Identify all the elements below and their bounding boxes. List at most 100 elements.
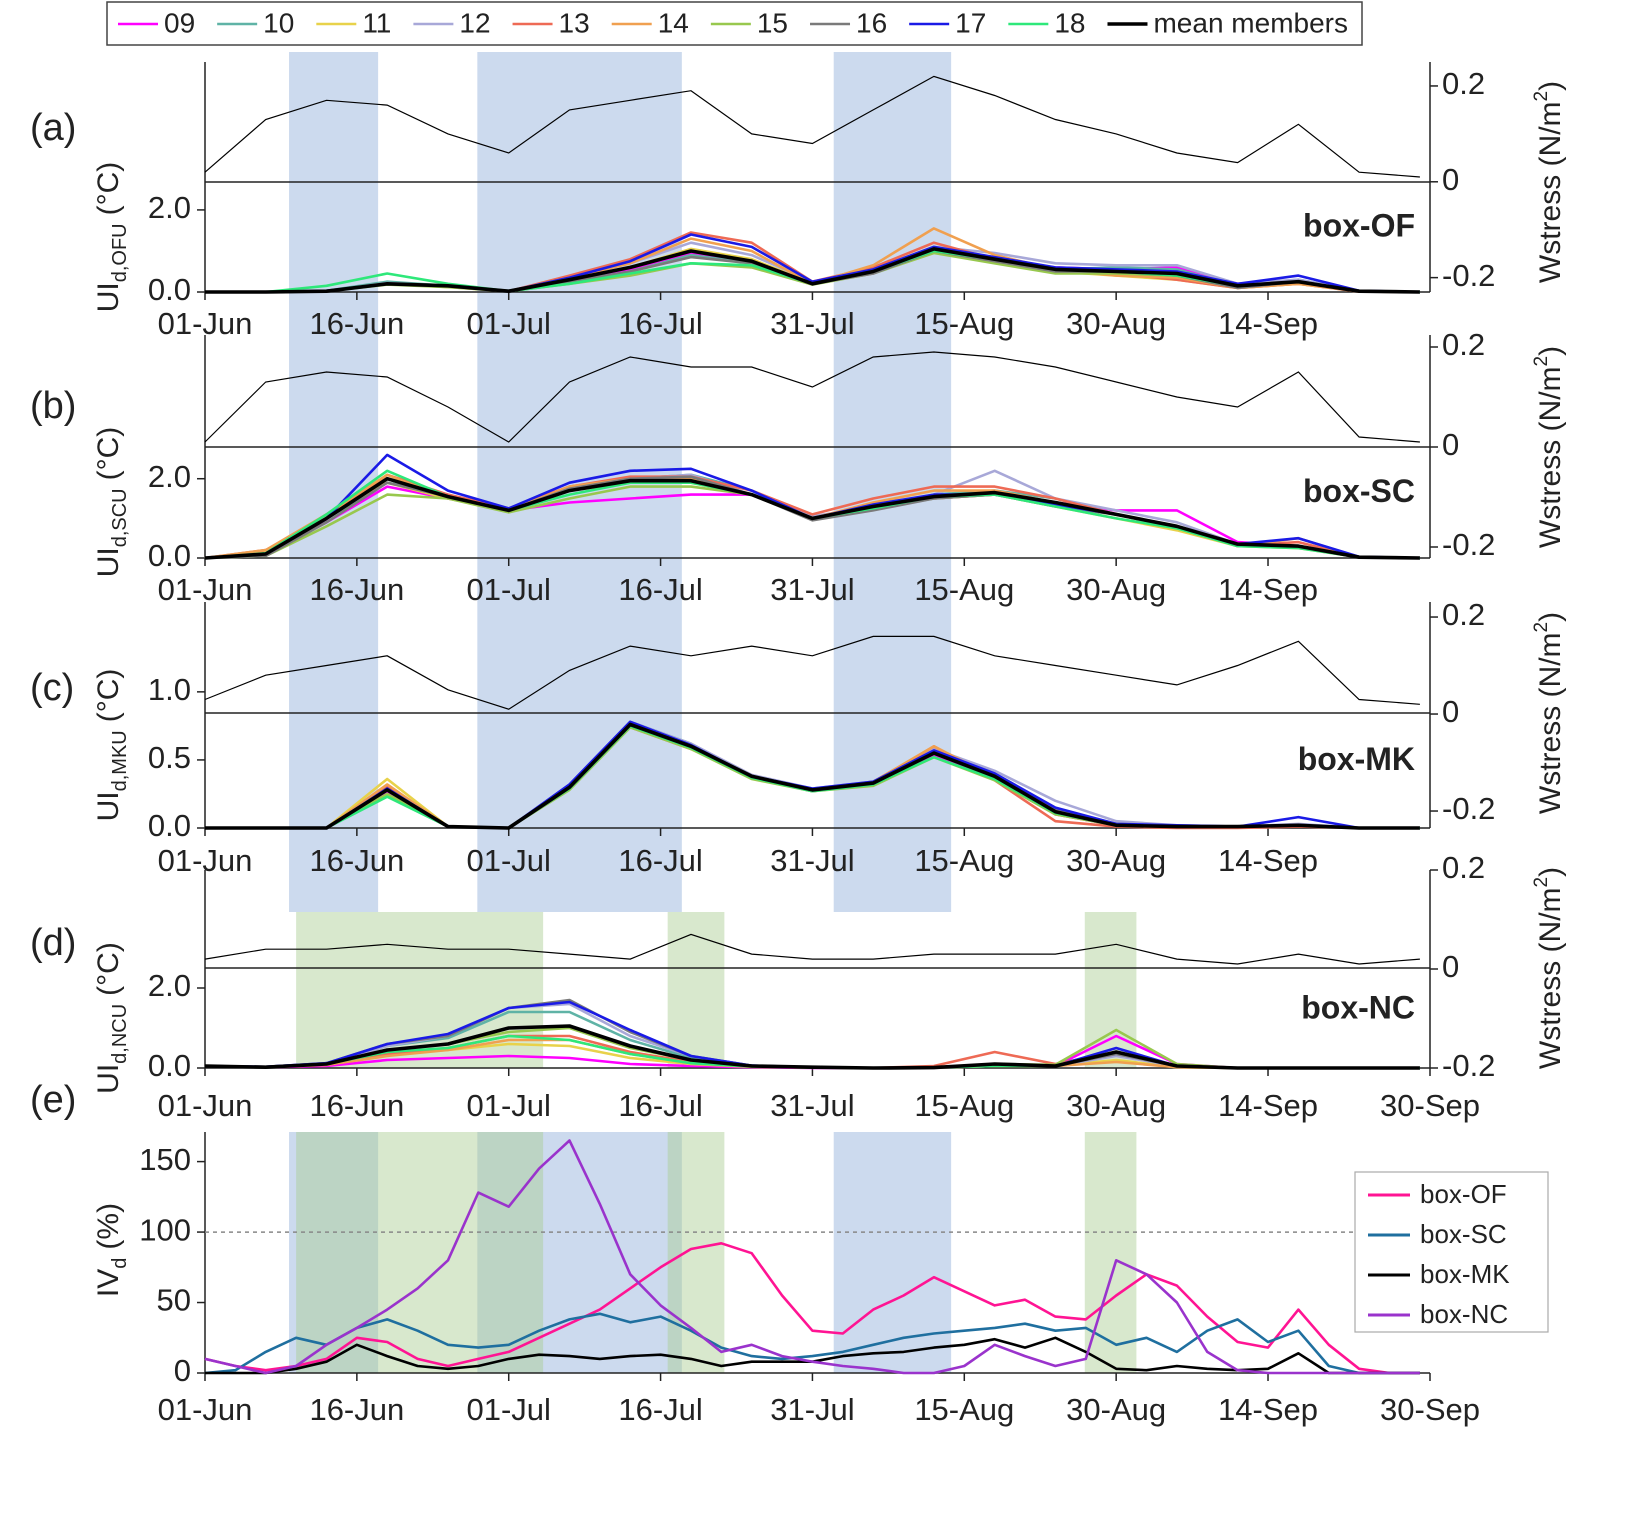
y-label-main: UI bbox=[92, 547, 125, 577]
y2-tick-label: 0 bbox=[1442, 162, 1459, 197]
y-label-sub: d,NCU bbox=[109, 1004, 131, 1064]
y-axis-label: UId,OFU (°C) bbox=[92, 162, 131, 313]
series-line bbox=[204, 1024, 1420, 1070]
y-label-sub: d,SCU bbox=[109, 488, 131, 547]
legend-label: 16 bbox=[856, 7, 887, 38]
series-line bbox=[205, 247, 1420, 294]
x-tick-label: 14-Sep bbox=[1218, 843, 1318, 878]
box-label: box-NC bbox=[1301, 989, 1415, 1025]
y-tick-label: 100 bbox=[139, 1212, 191, 1247]
y2-label-sup: 2 bbox=[1531, 877, 1552, 888]
series-line bbox=[204, 476, 1420, 560]
legend-box bbox=[1354, 1171, 1549, 1333]
x-tick-label: 15-Aug bbox=[914, 843, 1014, 878]
y-tick-label: 2.0 bbox=[148, 459, 191, 494]
x-tick-label: 16-Jun bbox=[309, 572, 404, 607]
shaded-period bbox=[477, 602, 682, 912]
y2-tick-label: 0.2 bbox=[1442, 66, 1485, 101]
y-axis-label: UId,NCU (°C) bbox=[92, 942, 131, 1094]
y-axis-label: IVd (%) bbox=[92, 1203, 131, 1297]
y-label-sub: d,OFU bbox=[109, 223, 131, 282]
legend-label: 10 bbox=[263, 7, 294, 38]
y-label-sub: d,MKU bbox=[109, 730, 131, 791]
y-label-unit: (°C) bbox=[92, 427, 125, 481]
y2-label-main: Wstress (N/m bbox=[1534, 632, 1567, 814]
shaded-period bbox=[477, 52, 682, 335]
y2-label-sup: 2 bbox=[1531, 356, 1552, 367]
y-tick-label: 1.0 bbox=[148, 672, 191, 707]
y-tick-label: 2.0 bbox=[148, 968, 191, 1003]
panel-label: (e) bbox=[30, 1079, 76, 1121]
y-label-unit: (%) bbox=[92, 1203, 125, 1250]
series-line bbox=[205, 722, 1420, 830]
legend-label: box-NC bbox=[1420, 1299, 1508, 1329]
y-label-main: UI bbox=[92, 282, 125, 312]
y2-label-main: Wstress (N/m bbox=[1534, 887, 1567, 1069]
y-tick-label: 150 bbox=[139, 1142, 191, 1177]
y2-label-main: Wstress (N/m bbox=[1534, 366, 1567, 548]
shaded-period bbox=[667, 912, 725, 1068]
series-line bbox=[205, 724, 1420, 830]
x-tick-label: 30-Sep bbox=[1380, 1088, 1480, 1123]
legend-label: 15 bbox=[757, 7, 788, 38]
series-line bbox=[205, 724, 1420, 830]
x-tick-label: 16-Jul bbox=[618, 572, 702, 607]
box-label: box-OF bbox=[1303, 208, 1415, 244]
x-tick-label: 01-Jul bbox=[467, 1392, 551, 1427]
x-tick-label: 16-Jul bbox=[618, 306, 702, 341]
legend-label: box-OF bbox=[1420, 1179, 1507, 1209]
legend-label: 11 bbox=[362, 7, 391, 38]
y-tick-label: 50 bbox=[157, 1283, 191, 1318]
x-tick-label: 31-Jul bbox=[770, 843, 854, 878]
legend-label: mean members bbox=[1153, 7, 1348, 38]
y-label-sub: d bbox=[109, 1258, 131, 1269]
y2-axis-label: Wstress (N/m2) bbox=[1531, 867, 1567, 1069]
y2-axis-label: Wstress (N/m2) bbox=[1531, 346, 1567, 548]
legend-label: 14 bbox=[658, 7, 689, 38]
y-tick-label: 0.0 bbox=[148, 808, 191, 843]
shaded-period bbox=[289, 1132, 379, 1373]
x-tick-label: 16-Jun bbox=[309, 1392, 404, 1427]
panel-label: (b) bbox=[30, 385, 76, 427]
series-line bbox=[205, 720, 1420, 830]
series-line bbox=[205, 726, 1420, 830]
x-tick-label: 16-Jun bbox=[309, 1088, 404, 1123]
y2-tick-label: 0.2 bbox=[1442, 850, 1485, 885]
y2-tick-label: 0.2 bbox=[1442, 327, 1485, 362]
x-tick-label: 15-Aug bbox=[914, 306, 1014, 341]
x-tick-label: 31-Jul bbox=[770, 1392, 854, 1427]
legend-label: 18 bbox=[1054, 7, 1085, 38]
y-label-unit: (°C) bbox=[92, 942, 125, 996]
y-tick-label: 0.5 bbox=[148, 740, 191, 775]
series-line bbox=[204, 1242, 1420, 1375]
y-label-main: UI bbox=[92, 1064, 125, 1094]
y-tick-label: 0.0 bbox=[148, 272, 191, 307]
x-tick-label: 16-Jun bbox=[309, 843, 404, 878]
x-tick-label: 01-Jul bbox=[467, 843, 551, 878]
series-line bbox=[205, 721, 1420, 830]
y-tick-label: 0.0 bbox=[148, 1048, 191, 1083]
y-tick-label: 0 bbox=[174, 1353, 191, 1388]
y2-label-end: ) bbox=[1534, 81, 1567, 91]
x-tick-label: 16-Jun bbox=[309, 306, 404, 341]
x-tick-label: 16-Jul bbox=[618, 843, 702, 878]
y2-label-end: ) bbox=[1534, 346, 1567, 356]
wind-stress-line bbox=[204, 933, 1420, 965]
x-tick-label: 01-Jul bbox=[467, 572, 551, 607]
y2-label-end: ) bbox=[1534, 867, 1567, 877]
y-label-main: UI bbox=[92, 791, 125, 821]
y-tick-label: 2.0 bbox=[148, 190, 191, 225]
y2-label-end: ) bbox=[1534, 612, 1567, 622]
panel-label: (a) bbox=[30, 107, 76, 149]
y2-tick-label: -0.2 bbox=[1442, 258, 1495, 293]
box-label: box-SC bbox=[1303, 473, 1415, 509]
series-line bbox=[205, 723, 1420, 830]
x-tick-label: 31-Jul bbox=[770, 306, 854, 341]
series-line bbox=[205, 726, 1420, 830]
series-line bbox=[205, 720, 1420, 830]
y2-tick-label: -0.2 bbox=[1442, 1048, 1495, 1083]
x-tick-label: 01-Jul bbox=[467, 306, 551, 341]
y2-tick-label: 0.2 bbox=[1442, 597, 1485, 632]
